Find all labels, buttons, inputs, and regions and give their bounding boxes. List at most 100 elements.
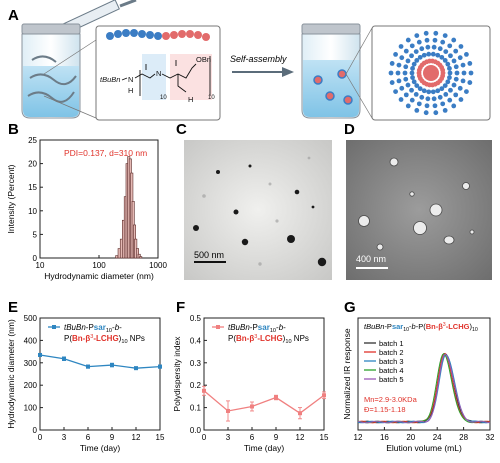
x-tick-label: 9 — [274, 433, 279, 442]
psar-block-highlight — [142, 54, 166, 100]
plot-frame — [203, 317, 325, 431]
polymer-bead-chain — [106, 29, 210, 41]
x-tick-label: 100 — [92, 261, 106, 270]
y-tick-label: 0 — [33, 426, 38, 435]
micelle-bead — [451, 103, 457, 109]
chart-e: 0 3 6 9 12 15 0 100 200 300 400 500 Time (day) Hydrod… — [6, 314, 165, 453]
x-tick-label: 3 — [226, 433, 231, 442]
y-tick-label: 300 — [24, 359, 38, 368]
micelle-bead — [403, 76, 409, 82]
micelle-bead — [453, 64, 459, 70]
micelle-bead — [433, 30, 439, 36]
micelle-bead — [424, 103, 430, 109]
chem-sub1: 10 — [160, 95, 167, 101]
x-axis-label: Time (day) — [80, 443, 120, 453]
micelle-bead — [430, 51, 436, 57]
vial-right-icon — [301, 23, 361, 119]
micelle-bead — [410, 75, 415, 80]
self-assembly-arrow: Self-assembly — [230, 54, 294, 77]
micelle-bead — [448, 53, 453, 59]
micelle-bead — [433, 110, 439, 116]
micelle-bead — [440, 101, 446, 107]
micelle-bead — [421, 88, 427, 94]
micelle-bead — [419, 46, 425, 52]
micelle-bead — [453, 92, 459, 98]
micelle-bead — [413, 49, 419, 55]
micelle-bead — [423, 110, 429, 116]
histogram-bar — [139, 256, 143, 259]
micelle-bead — [464, 52, 469, 57]
legend-label: batch 2 — [379, 348, 404, 357]
x-tick-label: 0 — [38, 433, 43, 442]
x-tick-label: 32 — [486, 433, 495, 442]
micelle-bead — [409, 70, 415, 76]
y-axis-label: Polydispersity index — [172, 336, 182, 412]
micelle-bead — [460, 78, 466, 84]
data-point — [110, 363, 114, 368]
data-point — [250, 404, 254, 409]
micelle-bead — [448, 87, 453, 93]
micelle-bead — [414, 108, 420, 113]
micelle-bead — [411, 61, 417, 67]
y-tick-label: 0.5 — [190, 314, 202, 323]
histogram-bar — [137, 253, 141, 259]
legend-marker — [52, 325, 56, 329]
micelle-bead — [403, 64, 409, 70]
chart-b: 10 100 1000 0 5 10 15 20 25 Hydrodynamic diameter… — [6, 136, 167, 281]
micelle-bead — [430, 89, 436, 95]
pdi-annotation: PDI=0.137, d=310 nm — [64, 148, 147, 158]
micelle-bead — [432, 103, 438, 109]
histogram-bar — [115, 255, 119, 259]
legend-marker — [216, 325, 220, 329]
legend-text-line2: P(Bn-β3-LCHG)10 NPs — [64, 334, 145, 345]
micelle-bead — [399, 55, 405, 61]
y-tick-label: 400 — [24, 336, 38, 345]
micelle-bead — [437, 46, 443, 52]
micelle-bead — [414, 83, 420, 88]
micelle-bead — [426, 89, 432, 95]
micelle-bead — [432, 37, 438, 43]
panel-label-g: G — [344, 299, 356, 316]
y-axis-label: Normalized IR response — [342, 328, 352, 419]
panel-label-c: C — [176, 121, 187, 138]
micelle-bead — [454, 70, 460, 76]
micelle-bead — [399, 85, 405, 91]
micelle-bead — [396, 78, 402, 84]
micelle-bead — [451, 37, 457, 43]
legend-text-line1: tBuBn-Psar10-b- — [64, 323, 122, 334]
micelle-bead — [458, 44, 464, 49]
micelle-bead — [396, 62, 402, 68]
micelle-bead — [442, 108, 448, 113]
sem-image: 400 nm — [346, 140, 492, 280]
chart-g: 12 16 20 24 28 32 Elution volume (mL) Normalize… — [342, 317, 495, 453]
legend-label: batch 3 — [379, 357, 404, 366]
micelle-bead — [439, 54, 445, 60]
micelle-bead — [414, 58, 420, 63]
micelle-bead — [416, 39, 422, 45]
chem-n2: N — [156, 69, 161, 78]
micelle-bead — [453, 76, 459, 82]
micelle-bead — [467, 61, 473, 66]
plot-frame — [39, 317, 161, 431]
data-point — [226, 408, 230, 413]
micelle-bead — [410, 66, 415, 71]
x-tick-label: 1000 — [149, 261, 167, 270]
micelle-bead — [413, 91, 419, 97]
micelle-bead — [447, 97, 453, 103]
micelle-bead — [393, 89, 398, 94]
lchg-block-highlight — [170, 54, 212, 100]
y-tick-label: 0.1 — [190, 404, 202, 413]
micelle-bead — [395, 70, 401, 76]
micelle-bead — [437, 94, 443, 100]
data-point — [158, 364, 162, 369]
micelle-bead — [457, 55, 463, 61]
y-tick-label: 0.3 — [190, 359, 202, 368]
x-tick-label: 9 — [110, 433, 115, 442]
y-axis-label: Intensity (Percent) — [6, 164, 16, 233]
panel-label-a: A — [8, 7, 19, 24]
x-axis-label: Time (day) — [244, 443, 284, 453]
chart-g-title: tBuBn-Psar10-b-P(Bn-β3-LCHG)10 — [364, 322, 478, 333]
y-tick-label: 500 — [24, 314, 38, 323]
chart-f: 0 3 6 9 12 15 0.0 0.1 0.2 0.3 0.4 0.5 Time (day) Poly… — [172, 314, 329, 453]
